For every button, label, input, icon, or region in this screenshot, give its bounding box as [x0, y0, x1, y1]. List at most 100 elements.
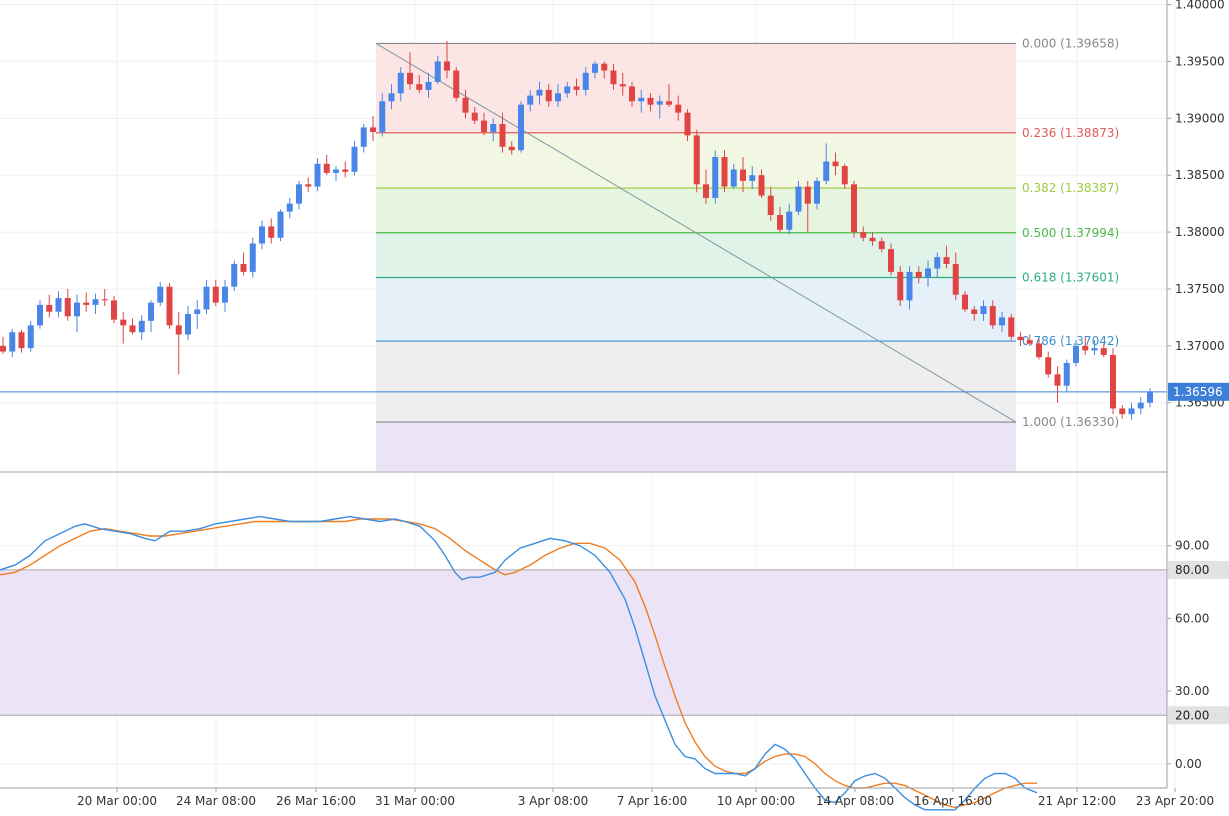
- candle-body: [666, 101, 672, 105]
- candle-body: [860, 232, 867, 238]
- candle-body: [268, 226, 275, 238]
- candle-body: [619, 84, 626, 87]
- candle-body: [138, 320, 145, 333]
- candle-body: [9, 332, 16, 352]
- candle-body: [1119, 408, 1126, 415]
- fib-level-label: 0.382 (1.38387): [1022, 181, 1119, 195]
- candle-body: [314, 163, 321, 187]
- fib-zone: [376, 232, 1016, 278]
- price-tick-label: 1.37500: [1175, 282, 1225, 296]
- fib-trend-line: [375, 43, 1017, 423]
- candle-body: [952, 263, 959, 295]
- candle-body: [37, 304, 43, 326]
- candle-body: [851, 184, 857, 233]
- candle-body: [277, 211, 284, 238]
- fib-level-label: 0.000 (1.39658): [1022, 36, 1119, 50]
- candle-body: [231, 263, 238, 287]
- price-tick-label: 1.39500: [1175, 54, 1225, 68]
- price-tick-label: 1.37000: [1175, 339, 1225, 353]
- stoch-tick-label: 90.00: [1175, 539, 1209, 553]
- stoch-tick-label: 60.00: [1175, 611, 1209, 625]
- candle-body: [55, 298, 62, 312]
- candle-body: [749, 175, 756, 181]
- candle-body: [989, 306, 996, 326]
- candle-body: [758, 175, 765, 196]
- current-price-tag: [1168, 382, 1229, 401]
- candle-body: [397, 72, 404, 94]
- stochastic-oscillator: [0, 515, 1167, 811]
- x-tick-label: 24 Mar 08:00: [176, 794, 256, 808]
- candle-body: [342, 169, 349, 172]
- candle-body: [943, 257, 950, 264]
- candle-body: [925, 268, 931, 278]
- candle-body: [444, 61, 450, 71]
- candle-body: [777, 215, 783, 230]
- candle-body: [536, 89, 543, 96]
- candle-body: [878, 241, 885, 250]
- stoch-band-tag: [1168, 560, 1229, 579]
- price-tick-label: 1.38500: [1175, 168, 1225, 182]
- candle-body: [212, 286, 219, 303]
- candle-body: [804, 186, 811, 204]
- candle-body: [675, 104, 682, 113]
- fib-level-label: 0.236 (1.38873): [1022, 126, 1119, 140]
- candle-body: [1147, 391, 1153, 403]
- candle-body: [1008, 317, 1015, 337]
- candle-body: [1026, 340, 1033, 344]
- candle-body: [323, 163, 330, 173]
- candle-body: [18, 332, 25, 349]
- candle-body: [434, 61, 441, 82]
- candle-body: [508, 146, 515, 151]
- candle-body: [129, 325, 136, 333]
- candle-body: [1045, 357, 1052, 375]
- candle-body: [1017, 336, 1024, 341]
- candle-body: [351, 146, 358, 172]
- candle-body: [370, 127, 376, 132]
- candle-body: [1128, 408, 1135, 415]
- candle-body: [1100, 348, 1107, 355]
- candle-body: [1073, 345, 1079, 363]
- candle-body: [730, 169, 737, 187]
- x-tick-label: 21 Apr 12:00: [1038, 794, 1116, 808]
- candle-body: [527, 95, 534, 105]
- x-tick-label: 16 Apr 16:00: [914, 794, 992, 808]
- candle-body: [249, 243, 256, 272]
- candle-body: [259, 226, 265, 244]
- candle-body: [1110, 354, 1116, 409]
- candle-body: [462, 97, 469, 113]
- candle-body: [629, 86, 635, 102]
- candle-body: [490, 124, 497, 132]
- candle-body: [157, 286, 164, 303]
- candle-body: [703, 184, 709, 198]
- candle-body: [647, 97, 654, 105]
- candle-body: [111, 300, 117, 320]
- candle-body: [841, 166, 848, 185]
- price-tick-label: 1.40000: [1175, 0, 1225, 12]
- x-tick-label: 14 Apr 08:00: [816, 794, 894, 808]
- candle-body: [582, 72, 589, 90]
- candle-body: [915, 271, 922, 278]
- fib-level-label: 0.618 (1.37601): [1022, 270, 1119, 284]
- candle-body: [305, 184, 312, 187]
- candle-body: [795, 186, 802, 212]
- candle-body: [971, 309, 978, 314]
- candle-body: [453, 70, 460, 98]
- candle-body: [814, 180, 820, 204]
- candle-body: [888, 249, 894, 272]
- candle-body: [120, 319, 127, 326]
- candle-body: [601, 63, 608, 71]
- candle-body: [333, 169, 339, 173]
- candle-body: [27, 325, 34, 349]
- candle-body: [767, 195, 774, 216]
- candle-body: [148, 302, 154, 321]
- candle-body: [897, 271, 904, 301]
- candle-body: [906, 271, 913, 301]
- candle-body: [832, 161, 839, 167]
- price-tick-label: 1.38000: [1175, 225, 1225, 239]
- candle-body: [962, 294, 968, 310]
- fibonacci-retracement[interactable]: 0.000 (1.39658) 0.236 (1.38873) 0.382 (1.3…: [375, 36, 1119, 471]
- stoch-band-label: 20.00: [1175, 708, 1209, 722]
- x-tick-label: 26 Mar 16:00: [276, 794, 356, 808]
